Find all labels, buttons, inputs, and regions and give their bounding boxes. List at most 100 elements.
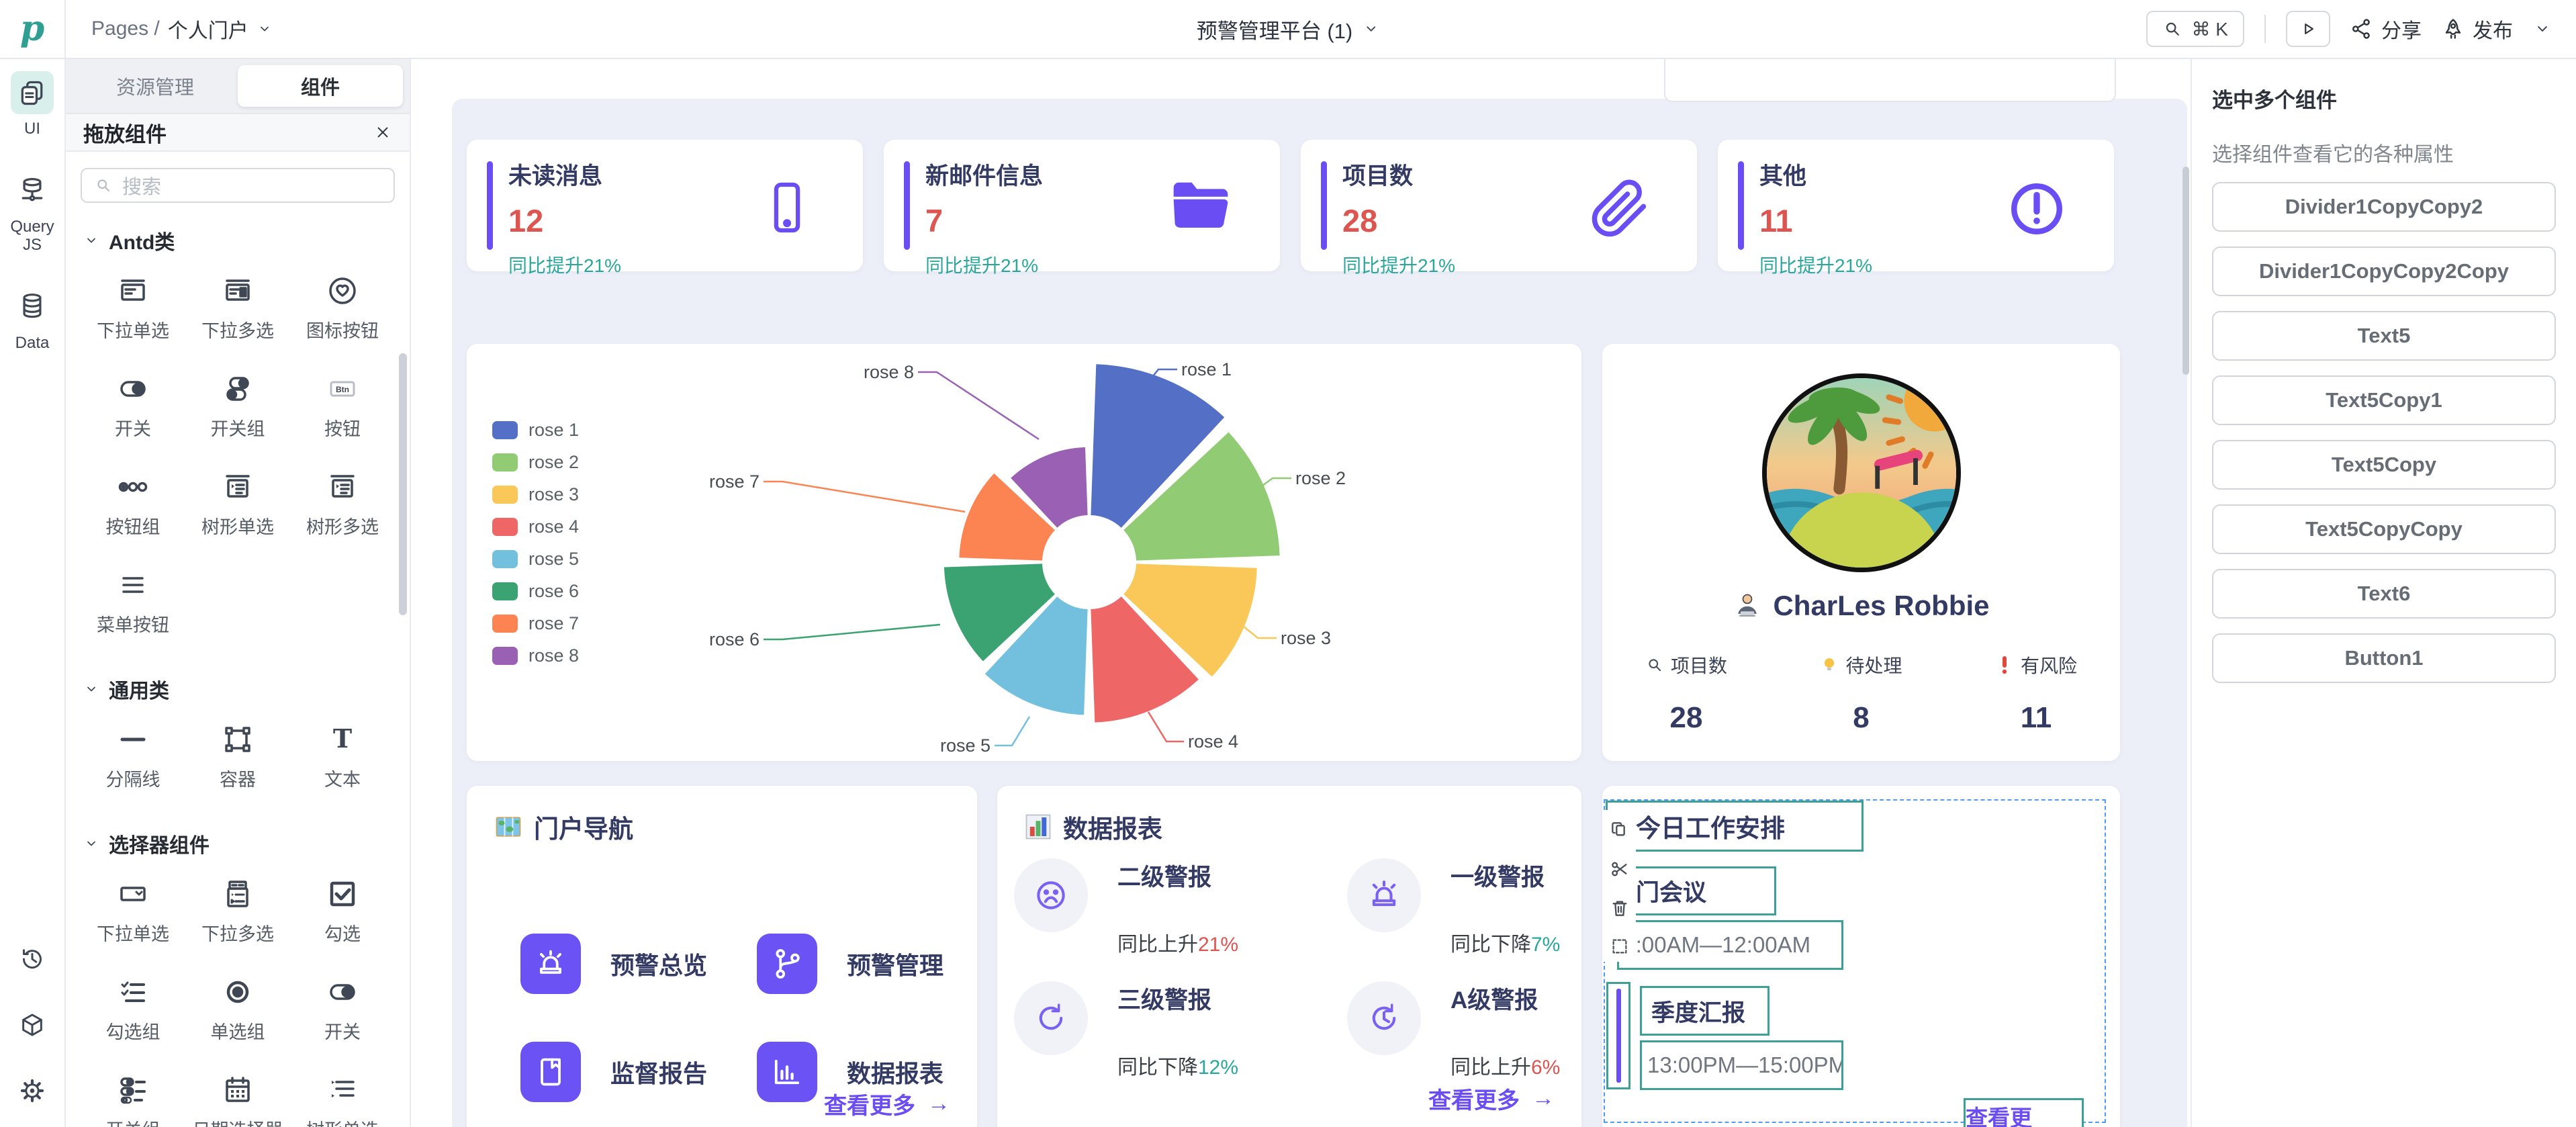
widget-switch[interactable]: 开关 (290, 960, 395, 1058)
app-title-dropdown[interactable]: 预警管理平台 (1) (1197, 0, 1380, 58)
rail-item-query[interactable]: Query JS (10, 169, 54, 255)
portal-link[interactable]: 预警管理 (757, 934, 944, 994)
widget-menu[interactable]: 菜单按钮 (81, 553, 185, 651)
panel-scrollbar[interactable] (399, 353, 407, 615)
delete-trash-icon[interactable] (1609, 897, 1630, 919)
rose-slice[interactable] (959, 473, 1055, 561)
publish-menu-chevron-icon[interactable] (2533, 19, 2552, 38)
cube-icon[interactable] (19, 1011, 46, 1038)
close-icon[interactable] (373, 123, 392, 142)
stat-card[interactable]: 未读消息 12 同比提升21% (467, 140, 863, 276)
widget-switch-group[interactable]: 开关组 (185, 357, 290, 455)
schedule-card[interactable]: 今日工作安排 部门会议 10:00AM—12:00AM 季度汇报 13:00PM… (1602, 786, 2120, 1127)
rose-slice[interactable] (944, 564, 1055, 662)
portal-link[interactable]: 数据报表 (757, 1042, 944, 1102)
widget-radio[interactable]: 单选组 (185, 960, 290, 1058)
selected-widget-button[interactable]: Text5Copy1 (2212, 375, 2556, 425)
stat-card[interactable]: 项目数 28 同比提升21% (1301, 140, 1697, 276)
selected-widget-button[interactable]: Divider1CopyCopy2Copy (2212, 246, 2556, 296)
copy-icon[interactable] (1609, 819, 1630, 841)
marquee-select-icon[interactable] (1610, 936, 1630, 956)
stat-card[interactable]: 新邮件信息 7 同比提升21% (884, 140, 1280, 276)
selected-widget-button[interactable]: Text5Copy (2212, 440, 2556, 490)
app-logo[interactable]: p (0, 0, 66, 58)
event-name-widget[interactable]: 季度汇报 (1640, 986, 1769, 1036)
schedule-more-link[interactable]: 查看更多→ (1966, 1100, 2082, 1127)
legend-item[interactable]: rose 6 (492, 575, 579, 607)
section-header[interactable]: 选择器组件 (83, 829, 395, 858)
widget-tree-select[interactable]: 树形单选 (185, 455, 290, 553)
portal-link[interactable]: 监督报告 (520, 1042, 707, 1102)
legend-item[interactable]: rose 7 (492, 607, 579, 639)
search-button[interactable]: ⌘ K (2146, 11, 2244, 47)
legend-item[interactable]: rose 8 (492, 639, 579, 672)
tab-resources[interactable]: 资源管理 (116, 77, 194, 99)
widget-switch[interactable]: 开关 (81, 357, 185, 455)
preview-button[interactable] (2286, 11, 2330, 47)
divider-widget-selected[interactable] (1606, 982, 1630, 1089)
legend-item[interactable]: rose 2 (492, 446, 579, 478)
cut-scissors-icon[interactable] (1609, 858, 1630, 880)
report-item[interactable]: A级警报 同比上升6% (1347, 981, 1560, 1080)
gear-icon[interactable] (19, 1077, 46, 1104)
event-name-widget[interactable]: 部门会议 (1617, 866, 1776, 915)
widget-checkbox[interactable]: 勾选 (290, 862, 395, 960)
stat-card[interactable]: 其他 11 同比提升21% (1718, 140, 2114, 276)
selected-widget-button[interactable]: Text6 (2212, 569, 2556, 619)
event-time-widget[interactable]: 10:00AM—12:00AM (1617, 920, 1843, 970)
widget-check-group[interactable]: 勾选组 (81, 960, 185, 1058)
report-item[interactable]: 一级警报 同比下降7% (1347, 858, 1560, 957)
event-time-widget[interactable]: 13:00PM—15:00PM (1640, 1040, 1843, 1090)
widget-search-input[interactable]: 搜索 (81, 168, 395, 203)
legend-item[interactable]: rose 3 (492, 478, 579, 510)
widget-dropdown-multi[interactable]: 下拉多选 (185, 259, 290, 357)
portal-nav-card[interactable]: 门户导航 预警总览 预警管理 监督报告 数据报表 查看更多 → (467, 786, 977, 1127)
widget-btn[interactable]: Btn 按钮 (290, 357, 395, 455)
profile-card[interactable]: CharLes Robbie 项目数 28 待处理 8 有风险 11 (1602, 344, 2120, 761)
breadcrumb[interactable]: Pages / 个人门户 (91, 14, 273, 44)
selected-widget-button[interactable]: Text5 (2212, 311, 2556, 361)
widget-switch-list[interactable]: 开关组 (81, 1058, 185, 1127)
selected-widget-button[interactable]: Divider1CopyCopy2 (2212, 182, 2556, 232)
canvas-scrollbar[interactable] (2182, 167, 2189, 375)
report-item[interactable]: 二级警报 同比上升21% (1014, 858, 1238, 957)
tab-widgets[interactable]: 组件 (238, 65, 403, 107)
widget-divider[interactable]: 分隔线 (81, 708, 185, 806)
rose-slice[interactable] (1091, 364, 1225, 528)
publish-button[interactable]: 发布 (2442, 14, 2513, 44)
legend-item[interactable]: rose 1 (492, 414, 579, 446)
widget-tree-select[interactable]: 树形多选 (290, 455, 395, 553)
report-item[interactable]: 三级警报 同比下降12% (1014, 981, 1238, 1080)
schedule-title-widget[interactable]: 今日工作安排 (1606, 801, 1864, 852)
share-button[interactable]: 分享 (2350, 14, 2422, 44)
selected-widget-button[interactable]: Button1 (2212, 633, 2556, 683)
section-header[interactable]: Antd类 (83, 226, 395, 255)
widget-select-multi[interactable]: 下拉多选 (185, 862, 290, 960)
history-icon[interactable] (19, 946, 46, 973)
rose-slice[interactable] (1123, 432, 1280, 561)
selected-widget-button[interactable]: Text5CopyCopy (2212, 504, 2556, 554)
rose-slice[interactable] (1091, 596, 1199, 723)
widget-tree[interactable]: 树形单选 (290, 1058, 395, 1127)
widget-select[interactable]: 下拉单选 (81, 862, 185, 960)
data-reports-card[interactable]: 数据报表 二级警报 同比上升21% 一级警报 同比下降7% 三级警报 同比下降1… (997, 786, 1581, 1127)
rose-slice[interactable] (984, 596, 1088, 715)
schedule-more-widget[interactable]: 查看更多→ (1964, 1098, 2084, 1127)
widget-container[interactable]: 容器 (185, 708, 290, 806)
rose-slice[interactable] (1123, 564, 1257, 677)
legend-item[interactable]: rose 5 (492, 543, 579, 575)
portal-link[interactable]: 预警总览 (520, 934, 707, 994)
reports-more-link[interactable]: 查看更多 → (1428, 1085, 1555, 1114)
clipped-widget[interactable] (1664, 59, 2116, 102)
rose-chart-card[interactable]: rose 1 rose 2 rose 3 rose 4 rose 5 rose … (467, 344, 1581, 761)
portal-more-link[interactable]: 查看更多 → (824, 1091, 950, 1119)
rail-item-ui[interactable]: UI (11, 71, 54, 138)
widget-text[interactable]: T 文本 (324, 723, 361, 790)
rose-slice[interactable] (1011, 447, 1088, 528)
widget-calendar[interactable]: 日期选择器 (185, 1058, 290, 1127)
widget-heart-circle[interactable]: 图标按钮 (290, 259, 395, 357)
widget-dropdown[interactable]: 下拉单选 (81, 259, 185, 357)
section-header[interactable]: 通用类 (83, 674, 395, 704)
legend-item[interactable]: rose 4 (492, 510, 579, 543)
